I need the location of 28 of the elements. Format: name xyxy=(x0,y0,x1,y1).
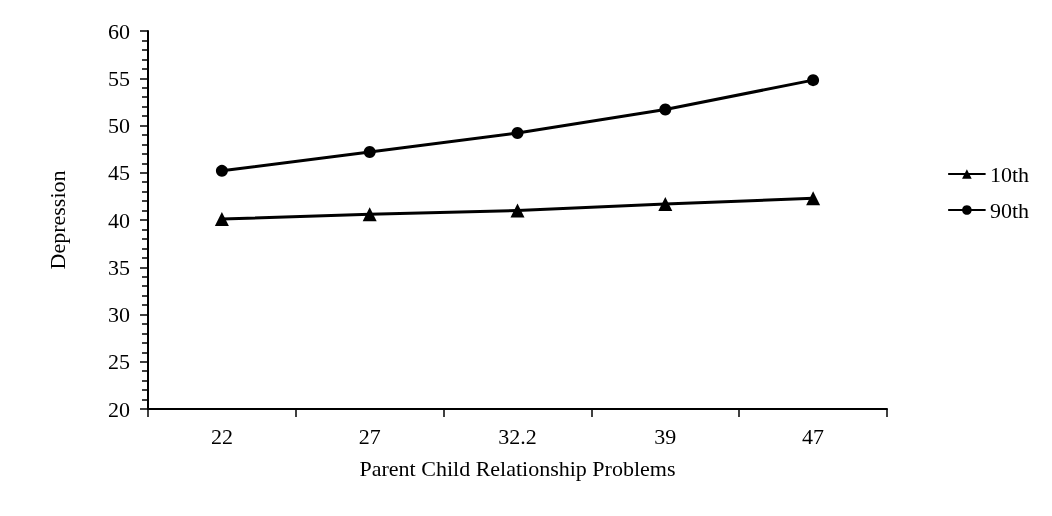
point xyxy=(806,191,821,206)
y-tick-label: 35 xyxy=(108,254,130,280)
y-tick-label: 55 xyxy=(108,65,130,91)
y-tick-label: 25 xyxy=(108,349,130,375)
x-axis-title: Parent Child Relationship Problems xyxy=(359,455,676,481)
x-tick-label: 39 xyxy=(654,423,677,449)
y-axis-title: Depression xyxy=(44,170,70,270)
y-tick-label: 50 xyxy=(108,113,130,138)
point xyxy=(511,127,524,140)
point xyxy=(214,212,229,227)
y-tick-label: 45 xyxy=(108,160,130,186)
y-tick-label: 40 xyxy=(108,207,130,233)
x-tick-label: 32.2 xyxy=(498,423,537,449)
point xyxy=(659,103,672,116)
point xyxy=(362,207,377,222)
y-tick-label: 60 xyxy=(108,18,130,44)
x-tick-label: 27 xyxy=(358,423,381,449)
y-tick-label: 30 xyxy=(108,302,130,327)
point xyxy=(510,203,525,218)
point xyxy=(658,196,673,211)
legend-label: 10th xyxy=(989,161,1030,187)
point xyxy=(807,74,820,87)
legend-label: 90th xyxy=(989,197,1030,223)
x-tick-label: 22 xyxy=(210,423,233,449)
y-tick-label: 20 xyxy=(108,396,130,422)
point xyxy=(363,145,376,158)
x-tick-label: 47 xyxy=(802,423,825,449)
point xyxy=(215,164,228,177)
